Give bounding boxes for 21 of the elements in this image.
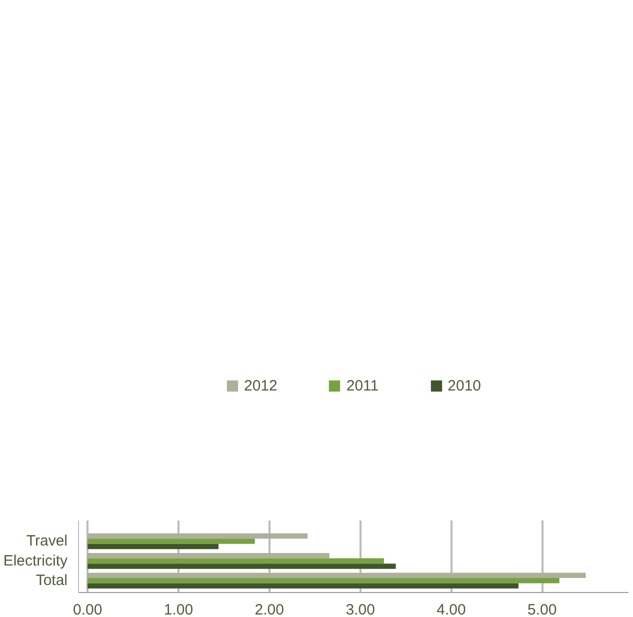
x-tick-label: 1.00 [164,602,194,617]
bar [88,538,255,544]
bar [88,544,218,550]
x-tick-label: 0.00 [72,602,102,617]
bar [88,533,308,539]
legend-label: 2012 [244,377,278,394]
bar [88,578,560,584]
legend-label: 2010 [448,377,482,394]
y-tick-label: Travel [26,532,68,550]
bar [88,583,518,589]
x-tick-label: 2.00 [254,602,284,617]
bar [88,558,384,564]
legend-label: 2011 [346,377,379,394]
x-tick-label: 5.00 [528,602,557,617]
bar [88,564,396,569]
y-tick-label: Total [36,572,68,590]
y-tick-label: Electricity [3,552,68,570]
x-tick-label: 4.00 [436,602,466,617]
x-tick-label: 3.00 [346,602,375,617]
bar [88,553,330,558]
bar [88,572,586,578]
